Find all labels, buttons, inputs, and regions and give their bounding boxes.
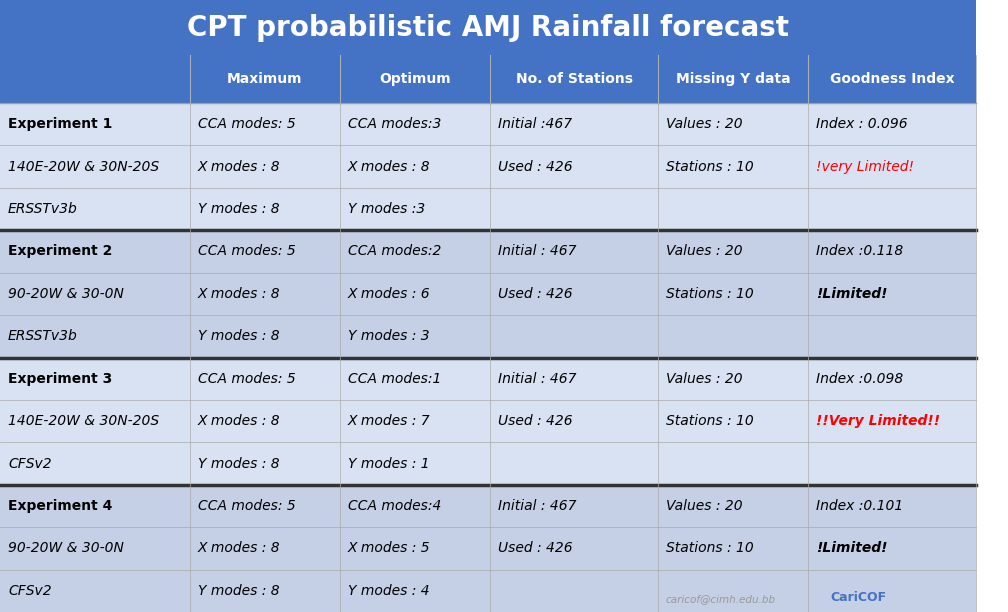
Text: Used : 426: Used : 426 xyxy=(498,542,573,555)
Text: Initial : 467: Initial : 467 xyxy=(498,499,577,513)
Text: CFSv2: CFSv2 xyxy=(8,457,51,471)
Text: Stations : 10: Stations : 10 xyxy=(666,160,754,174)
Text: Goodness Index: Goodness Index xyxy=(830,72,955,86)
Text: Experiment 2: Experiment 2 xyxy=(8,244,112,258)
Text: 140E-20W & 30N-20S: 140E-20W & 30N-20S xyxy=(8,160,159,174)
Text: Y modes : 8: Y modes : 8 xyxy=(198,584,279,598)
Bar xyxy=(0,188,976,230)
Text: Optimum: Optimum xyxy=(379,72,451,86)
Bar xyxy=(190,55,340,103)
Text: CCA modes:4: CCA modes:4 xyxy=(348,499,442,513)
Text: Stations : 10: Stations : 10 xyxy=(666,287,754,301)
Text: Used : 426: Used : 426 xyxy=(498,414,573,428)
Text: 90-20W & 30-0N: 90-20W & 30-0N xyxy=(8,542,124,555)
Text: Values : 20: Values : 20 xyxy=(666,244,743,258)
Text: !very Limited!: !very Limited! xyxy=(816,160,914,174)
Text: Values : 20: Values : 20 xyxy=(666,118,743,131)
Text: CCA modes:2: CCA modes:2 xyxy=(348,244,442,258)
Text: Maximum: Maximum xyxy=(227,72,302,86)
Text: Y modes : 8: Y modes : 8 xyxy=(198,457,279,471)
Text: !Limited!: !Limited! xyxy=(816,287,887,301)
Text: Experiment 3: Experiment 3 xyxy=(8,371,112,386)
Bar xyxy=(0,315,976,357)
Text: CFSv2: CFSv2 xyxy=(8,584,51,598)
Bar xyxy=(0,527,976,570)
Bar xyxy=(0,400,976,442)
Bar xyxy=(0,570,976,612)
Text: Y modes : 4: Y modes : 4 xyxy=(348,584,429,598)
Text: Y modes : 3: Y modes : 3 xyxy=(348,329,429,343)
Text: Index :0.118: Index :0.118 xyxy=(816,244,903,258)
Text: CPT probabilistic AMJ Rainfall forecast: CPT probabilistic AMJ Rainfall forecast xyxy=(187,13,789,42)
Bar xyxy=(0,273,976,315)
Text: Y modes :3: Y modes :3 xyxy=(348,202,425,216)
Bar xyxy=(0,0,976,55)
Text: Y modes : 8: Y modes : 8 xyxy=(198,202,279,216)
Text: caricof@cimh.edu.bb: caricof@cimh.edu.bb xyxy=(666,594,776,604)
Text: ERSSTv3b: ERSSTv3b xyxy=(8,202,78,216)
Text: X modes : 5: X modes : 5 xyxy=(348,542,430,555)
Text: CCA modes:3: CCA modes:3 xyxy=(348,118,442,131)
Bar xyxy=(658,55,808,103)
Text: Y modes : 1: Y modes : 1 xyxy=(348,457,429,471)
Text: Y modes : 8: Y modes : 8 xyxy=(198,329,279,343)
Text: Missing Y data: Missing Y data xyxy=(675,72,790,86)
Text: X modes : 6: X modes : 6 xyxy=(348,287,430,301)
Text: CCA modes:1: CCA modes:1 xyxy=(348,371,442,386)
Text: Used : 426: Used : 426 xyxy=(498,287,573,301)
Text: Index : 0.096: Index : 0.096 xyxy=(816,118,907,131)
Text: No. of Stations: No. of Stations xyxy=(515,72,632,86)
Bar xyxy=(490,55,658,103)
Text: Stations : 10: Stations : 10 xyxy=(666,414,754,428)
Bar xyxy=(0,55,190,103)
Text: X modes : 8: X modes : 8 xyxy=(198,160,280,174)
Text: Initial : 467: Initial : 467 xyxy=(498,371,577,386)
Text: X modes : 7: X modes : 7 xyxy=(348,414,430,428)
Bar xyxy=(0,230,976,273)
Text: !!Very Limited!!: !!Very Limited!! xyxy=(816,414,940,428)
Text: X modes : 8: X modes : 8 xyxy=(198,542,280,555)
Text: 90-20W & 30-0N: 90-20W & 30-0N xyxy=(8,287,124,301)
Text: ERSSTv3b: ERSSTv3b xyxy=(8,329,78,343)
Text: X modes : 8: X modes : 8 xyxy=(198,287,280,301)
Text: Values : 20: Values : 20 xyxy=(666,371,743,386)
Text: CCA modes: 5: CCA modes: 5 xyxy=(198,371,295,386)
Text: CCA modes: 5: CCA modes: 5 xyxy=(198,118,295,131)
Bar xyxy=(340,55,490,103)
Bar xyxy=(0,485,976,527)
Text: CCA modes: 5: CCA modes: 5 xyxy=(198,499,295,513)
Bar xyxy=(808,55,976,103)
Bar xyxy=(0,103,976,146)
Bar xyxy=(0,357,976,400)
Text: !Limited!: !Limited! xyxy=(816,542,887,555)
Text: Index :0.101: Index :0.101 xyxy=(816,499,903,513)
Text: Experiment 1: Experiment 1 xyxy=(8,118,112,131)
Text: Experiment 4: Experiment 4 xyxy=(8,499,112,513)
Text: X modes : 8: X modes : 8 xyxy=(348,160,430,174)
Text: Values : 20: Values : 20 xyxy=(666,499,743,513)
Bar xyxy=(0,442,976,485)
Text: Initial :467: Initial :467 xyxy=(498,118,573,131)
Text: CariCOF: CariCOF xyxy=(830,591,886,604)
Text: Initial : 467: Initial : 467 xyxy=(498,244,577,258)
Text: Stations : 10: Stations : 10 xyxy=(666,542,754,555)
Text: X modes : 8: X modes : 8 xyxy=(198,414,280,428)
Text: Index :0.098: Index :0.098 xyxy=(816,371,903,386)
Text: 140E-20W & 30N-20S: 140E-20W & 30N-20S xyxy=(8,414,159,428)
Text: CCA modes: 5: CCA modes: 5 xyxy=(198,244,295,258)
Text: Used : 426: Used : 426 xyxy=(498,160,573,174)
Bar xyxy=(0,146,976,188)
